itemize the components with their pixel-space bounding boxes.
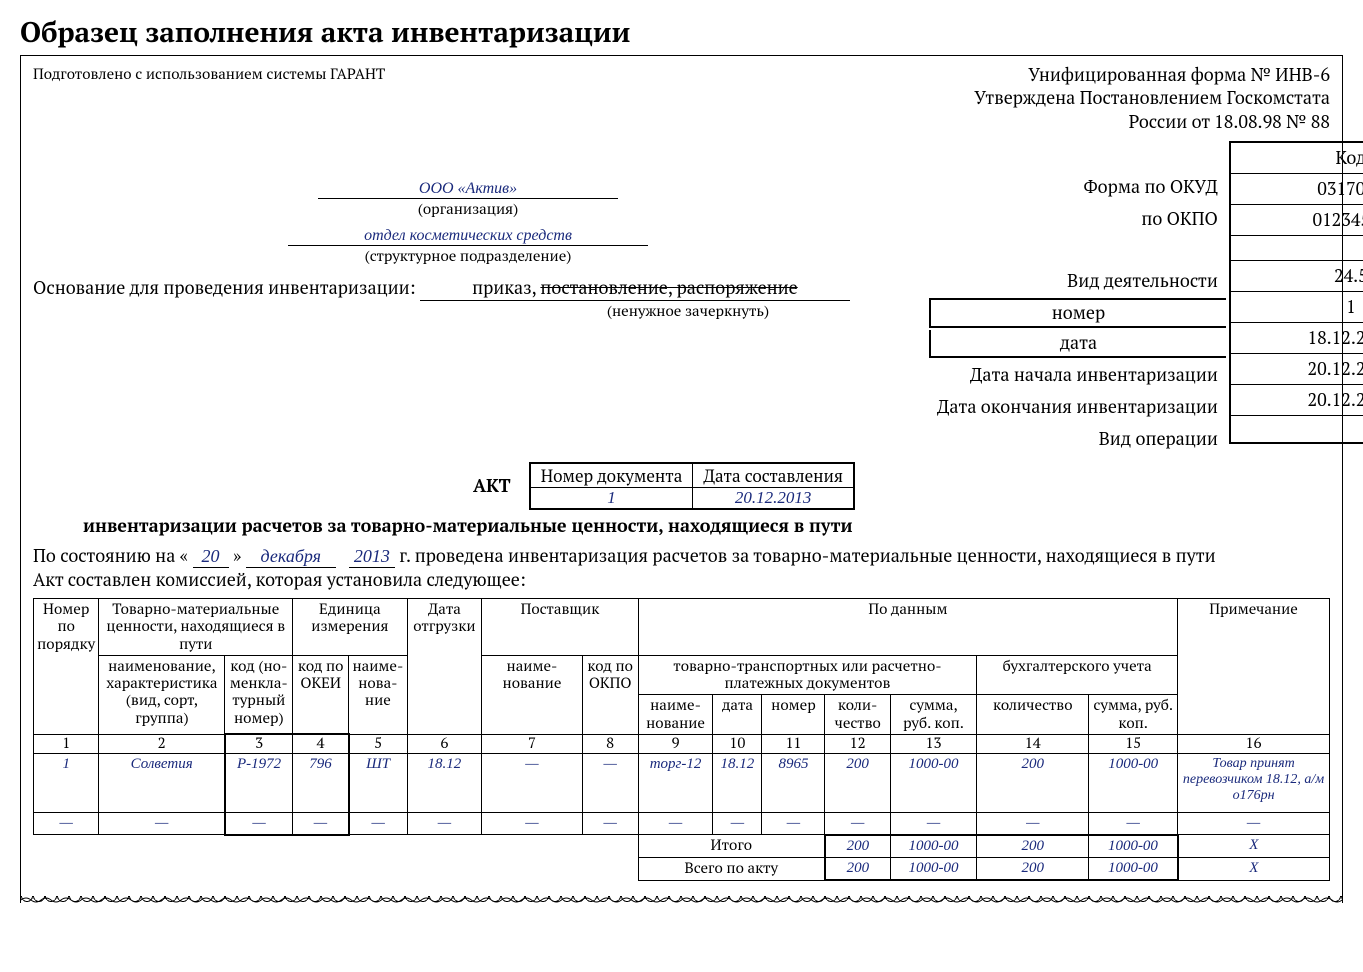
status-month: декабря: [246, 546, 336, 568]
akt-docno-hdr: Номер документа: [530, 463, 693, 488]
status-pre: По состоянию на «: [33, 544, 188, 568]
dept-value: отдел косметических средств: [288, 227, 648, 246]
lbl-op: Вид операции: [929, 424, 1226, 454]
org-caption: (организация): [33, 199, 903, 219]
code-end: 20.12.2013: [1230, 385, 1363, 416]
code-activity: 24.5: [1230, 261, 1363, 292]
page-title: Образец заполнения акта инвентаризации: [20, 14, 1343, 51]
th-3: Единица измерения: [293, 599, 407, 656]
prepared-by: Подготовлено с использованием системы ГА…: [33, 64, 385, 84]
form-header: Унифицированная форма № ИНВ-6 Утверждена…: [974, 64, 1330, 134]
wavy-border: [21, 896, 1342, 904]
th-3a: код по ОКЕИ: [293, 655, 349, 734]
form-sheet: Подготовлено с использованием системы ГА…: [20, 55, 1343, 903]
akt-date: 20.12.2013: [693, 488, 854, 510]
basis-caption: (ненужное зачеркнуть): [473, 301, 903, 321]
status-line2: Акт составлен комиссией, которая установ…: [33, 568, 1330, 592]
th-15: сумма, руб. коп.: [1089, 695, 1178, 735]
vsego-row: Всего по акту 200 1000-00 200 1000-00 Х: [34, 858, 1330, 881]
table-row: 1 Солветия Р-1972 796 ШТ 18.12 — — торг-…: [34, 753, 1330, 812]
th-1: Номер по порядку: [34, 599, 99, 735]
dept-caption: (структурное подразделение): [33, 246, 903, 266]
org-value: ООО «Актив»: [318, 180, 618, 199]
code-op: [1230, 416, 1363, 444]
codes-head: Код: [1230, 142, 1363, 174]
th-2: Товарно-матери­альные ценности, находящи…: [99, 599, 293, 656]
status-day: 20: [193, 546, 229, 568]
th-3b: на­име­нова­ние: [349, 655, 407, 734]
code-okud: 0317007: [1230, 174, 1363, 205]
th-2a: наиме­нование, характери­стика (вид, сор…: [99, 655, 225, 734]
basis-label: Основание для проведения инвентаризации:: [33, 276, 416, 300]
th-5a: наиме­нование: [482, 655, 582, 734]
akt-word: АКТ: [473, 474, 511, 498]
lbl-activity: Вид деятельности: [929, 266, 1226, 296]
th-14: количество: [977, 695, 1089, 735]
lbl-date: дата: [929, 330, 1226, 358]
header-line-3: России от 18.08.98 № 88: [974, 111, 1330, 134]
status-year: 2013: [349, 546, 395, 568]
th-2b: код (но­мен­кла­турный номер): [225, 655, 293, 734]
itogo-row: Итого 200 1000-00 200 1000-00 Х: [34, 835, 1330, 858]
lbl-okpo: по ОКПО: [929, 204, 1226, 234]
code-date: 18.12.2013: [1230, 323, 1363, 354]
th-11: номер: [762, 695, 825, 735]
th-13: сумма, руб. коп.: [890, 695, 976, 735]
code-okpo: 01234567: [1230, 205, 1363, 236]
codes-block: Код 0317007 01234567 24.5 1 18.12.2013 2…: [923, 138, 1363, 456]
th-12: коли­чество: [825, 695, 890, 735]
th-6b: бухгалтерского учета: [977, 655, 1178, 695]
code-number: 1: [1230, 292, 1363, 323]
th-6a: товарно-транспортных или расчетно-платеж…: [638, 655, 977, 695]
basis-struck: постановление, распоряжение: [540, 276, 797, 300]
akt-docno: 1: [530, 488, 693, 510]
main-table: Номер по порядку Товарно-матери­альные ц…: [33, 598, 1330, 881]
akt-table: Номер документа Дата составления 1 20.12…: [529, 462, 855, 510]
th-6g: По данным: [638, 599, 1177, 656]
akt-line: инвентаризации расчетов за товарно-матер…: [33, 514, 1330, 538]
th-16: Примечание: [1178, 599, 1330, 735]
code-start: 20.12.2013: [1230, 354, 1363, 385]
th-5b: код по ОКПО: [582, 655, 638, 734]
th-9: наиме­нование: [638, 695, 713, 735]
code-blank: [1230, 236, 1363, 261]
status-post: г. проведена инвентаризация расчетов за …: [399, 544, 1215, 568]
lbl-number: номер: [929, 298, 1226, 328]
lbl-end: Дата окончания инвентаризации: [929, 392, 1226, 422]
lbl-start: Дата начала инвентаризации: [929, 360, 1226, 390]
lbl-okud: Форма по ОКУД: [929, 172, 1226, 202]
basis-value: приказ,: [472, 276, 540, 300]
number-row: 12 3 4 56 78 910 1112 1314 1516: [34, 734, 1330, 753]
th-6: Дата отгрузки: [407, 599, 482, 735]
header-line-1: Унифицированная форма № ИНВ-6: [974, 64, 1330, 87]
th-5: Поставщик: [482, 599, 638, 656]
table-row: — — — — — — — — — — — — — — — —: [34, 812, 1330, 835]
status-mid: »: [233, 544, 246, 568]
lbl-blank: [929, 236, 1226, 264]
header-line-2: Утверждена Постановлением Госкомстата: [974, 87, 1330, 110]
th-10: дата: [713, 695, 762, 735]
akt-date-hdr: Дата составления: [693, 463, 854, 488]
